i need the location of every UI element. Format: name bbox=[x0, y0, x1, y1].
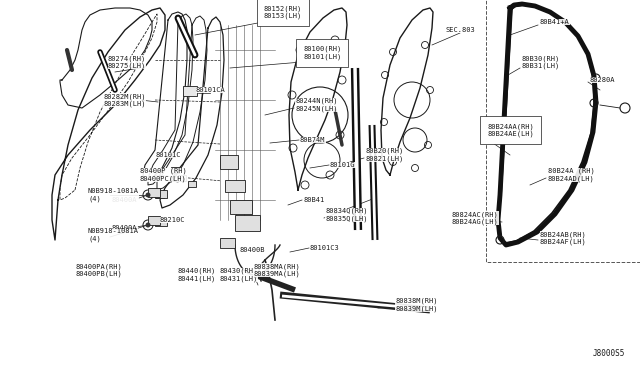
Text: 80101G: 80101G bbox=[330, 162, 355, 168]
Text: 80400B: 80400B bbox=[240, 247, 266, 253]
Text: N0B918-1081A
(4): N0B918-1081A (4) bbox=[88, 228, 139, 242]
Text: 80282M(RH)
80283M(LH): 80282M(RH) 80283M(LH) bbox=[103, 93, 145, 107]
Bar bbox=[148, 216, 160, 225]
Bar bbox=[148, 188, 160, 197]
Text: 80400P (RH)
80400PC(LH): 80400P (RH) 80400PC(LH) bbox=[140, 168, 187, 182]
Circle shape bbox=[145, 192, 150, 198]
Text: 80B24A (RH)
80B24AD(LH): 80B24A (RH) 80B24AD(LH) bbox=[548, 168, 595, 182]
Text: SEC.803: SEC.803 bbox=[445, 27, 475, 33]
Text: 80152(RH)
80153(LH): 80152(RH) 80153(LH) bbox=[264, 5, 302, 19]
Bar bbox=[220, 238, 235, 248]
Text: 80824AC(RH)
80B24AG(LH): 80824AC(RH) 80B24AG(LH) bbox=[452, 211, 499, 225]
Circle shape bbox=[145, 222, 150, 228]
Text: 80101CA: 80101CA bbox=[196, 87, 226, 93]
Text: 80B41+A: 80B41+A bbox=[540, 19, 570, 25]
Text: 80101C: 80101C bbox=[155, 152, 180, 158]
Text: 80B74M: 80B74M bbox=[300, 137, 326, 143]
Text: 80B41: 80B41 bbox=[303, 197, 324, 203]
Bar bbox=[178, 175, 186, 181]
Text: 80400A: 80400A bbox=[112, 197, 138, 203]
Bar bbox=[155, 190, 167, 198]
Text: 80B24AA(RH)
80B24AE(LH): 80B24AA(RH) 80B24AE(LH) bbox=[487, 123, 534, 137]
Text: 80100(RH)
80101(LH): 80100(RH) 80101(LH) bbox=[303, 46, 341, 60]
Text: 80B20(RH)
80821(LH): 80B20(RH) 80821(LH) bbox=[365, 148, 403, 162]
Text: 80274(RH)
80275(LH): 80274(RH) 80275(LH) bbox=[108, 55, 147, 69]
Text: 80430(RH)
80431(LH): 80430(RH) 80431(LH) bbox=[220, 268, 259, 282]
Bar bbox=[225, 180, 245, 192]
Bar bbox=[235, 215, 260, 231]
Bar bbox=[188, 181, 196, 187]
Text: 80838M(RH)
80839M(LH): 80838M(RH) 80839M(LH) bbox=[395, 298, 438, 312]
Text: J8000S5: J8000S5 bbox=[593, 349, 625, 358]
Text: 80400PA(RH)
80400PB(LH): 80400PA(RH) 80400PB(LH) bbox=[75, 263, 122, 277]
Text: 80400A: 80400A bbox=[112, 225, 138, 231]
Text: 80B24AB(RH)
80B24AF(LH): 80B24AB(RH) 80B24AF(LH) bbox=[540, 231, 587, 245]
Bar bbox=[171, 167, 179, 173]
Text: 80210C: 80210C bbox=[160, 217, 186, 223]
Text: 80280A: 80280A bbox=[590, 77, 616, 83]
Text: 80440(RH)
80441(LH): 80440(RH) 80441(LH) bbox=[178, 268, 216, 282]
Text: N0B918-1081A
(4): N0B918-1081A (4) bbox=[88, 188, 139, 202]
Text: 80244N(RH)
80245N(LH): 80244N(RH) 80245N(LH) bbox=[295, 98, 337, 112]
Bar bbox=[230, 200, 252, 214]
Bar bbox=[183, 86, 197, 96]
Text: 80101C3: 80101C3 bbox=[310, 245, 340, 251]
Bar bbox=[156, 192, 164, 198]
Text: 80B30(RH)
80B31(LH): 80B30(RH) 80B31(LH) bbox=[522, 55, 560, 69]
Text: 80834Q(RH)
80835Q(LH): 80834Q(RH) 80835Q(LH) bbox=[325, 208, 367, 222]
Text: 80838MA(RH)
80839MA(LH): 80838MA(RH) 80839MA(LH) bbox=[253, 263, 300, 277]
Bar bbox=[155, 218, 167, 226]
Bar bbox=[220, 155, 238, 169]
